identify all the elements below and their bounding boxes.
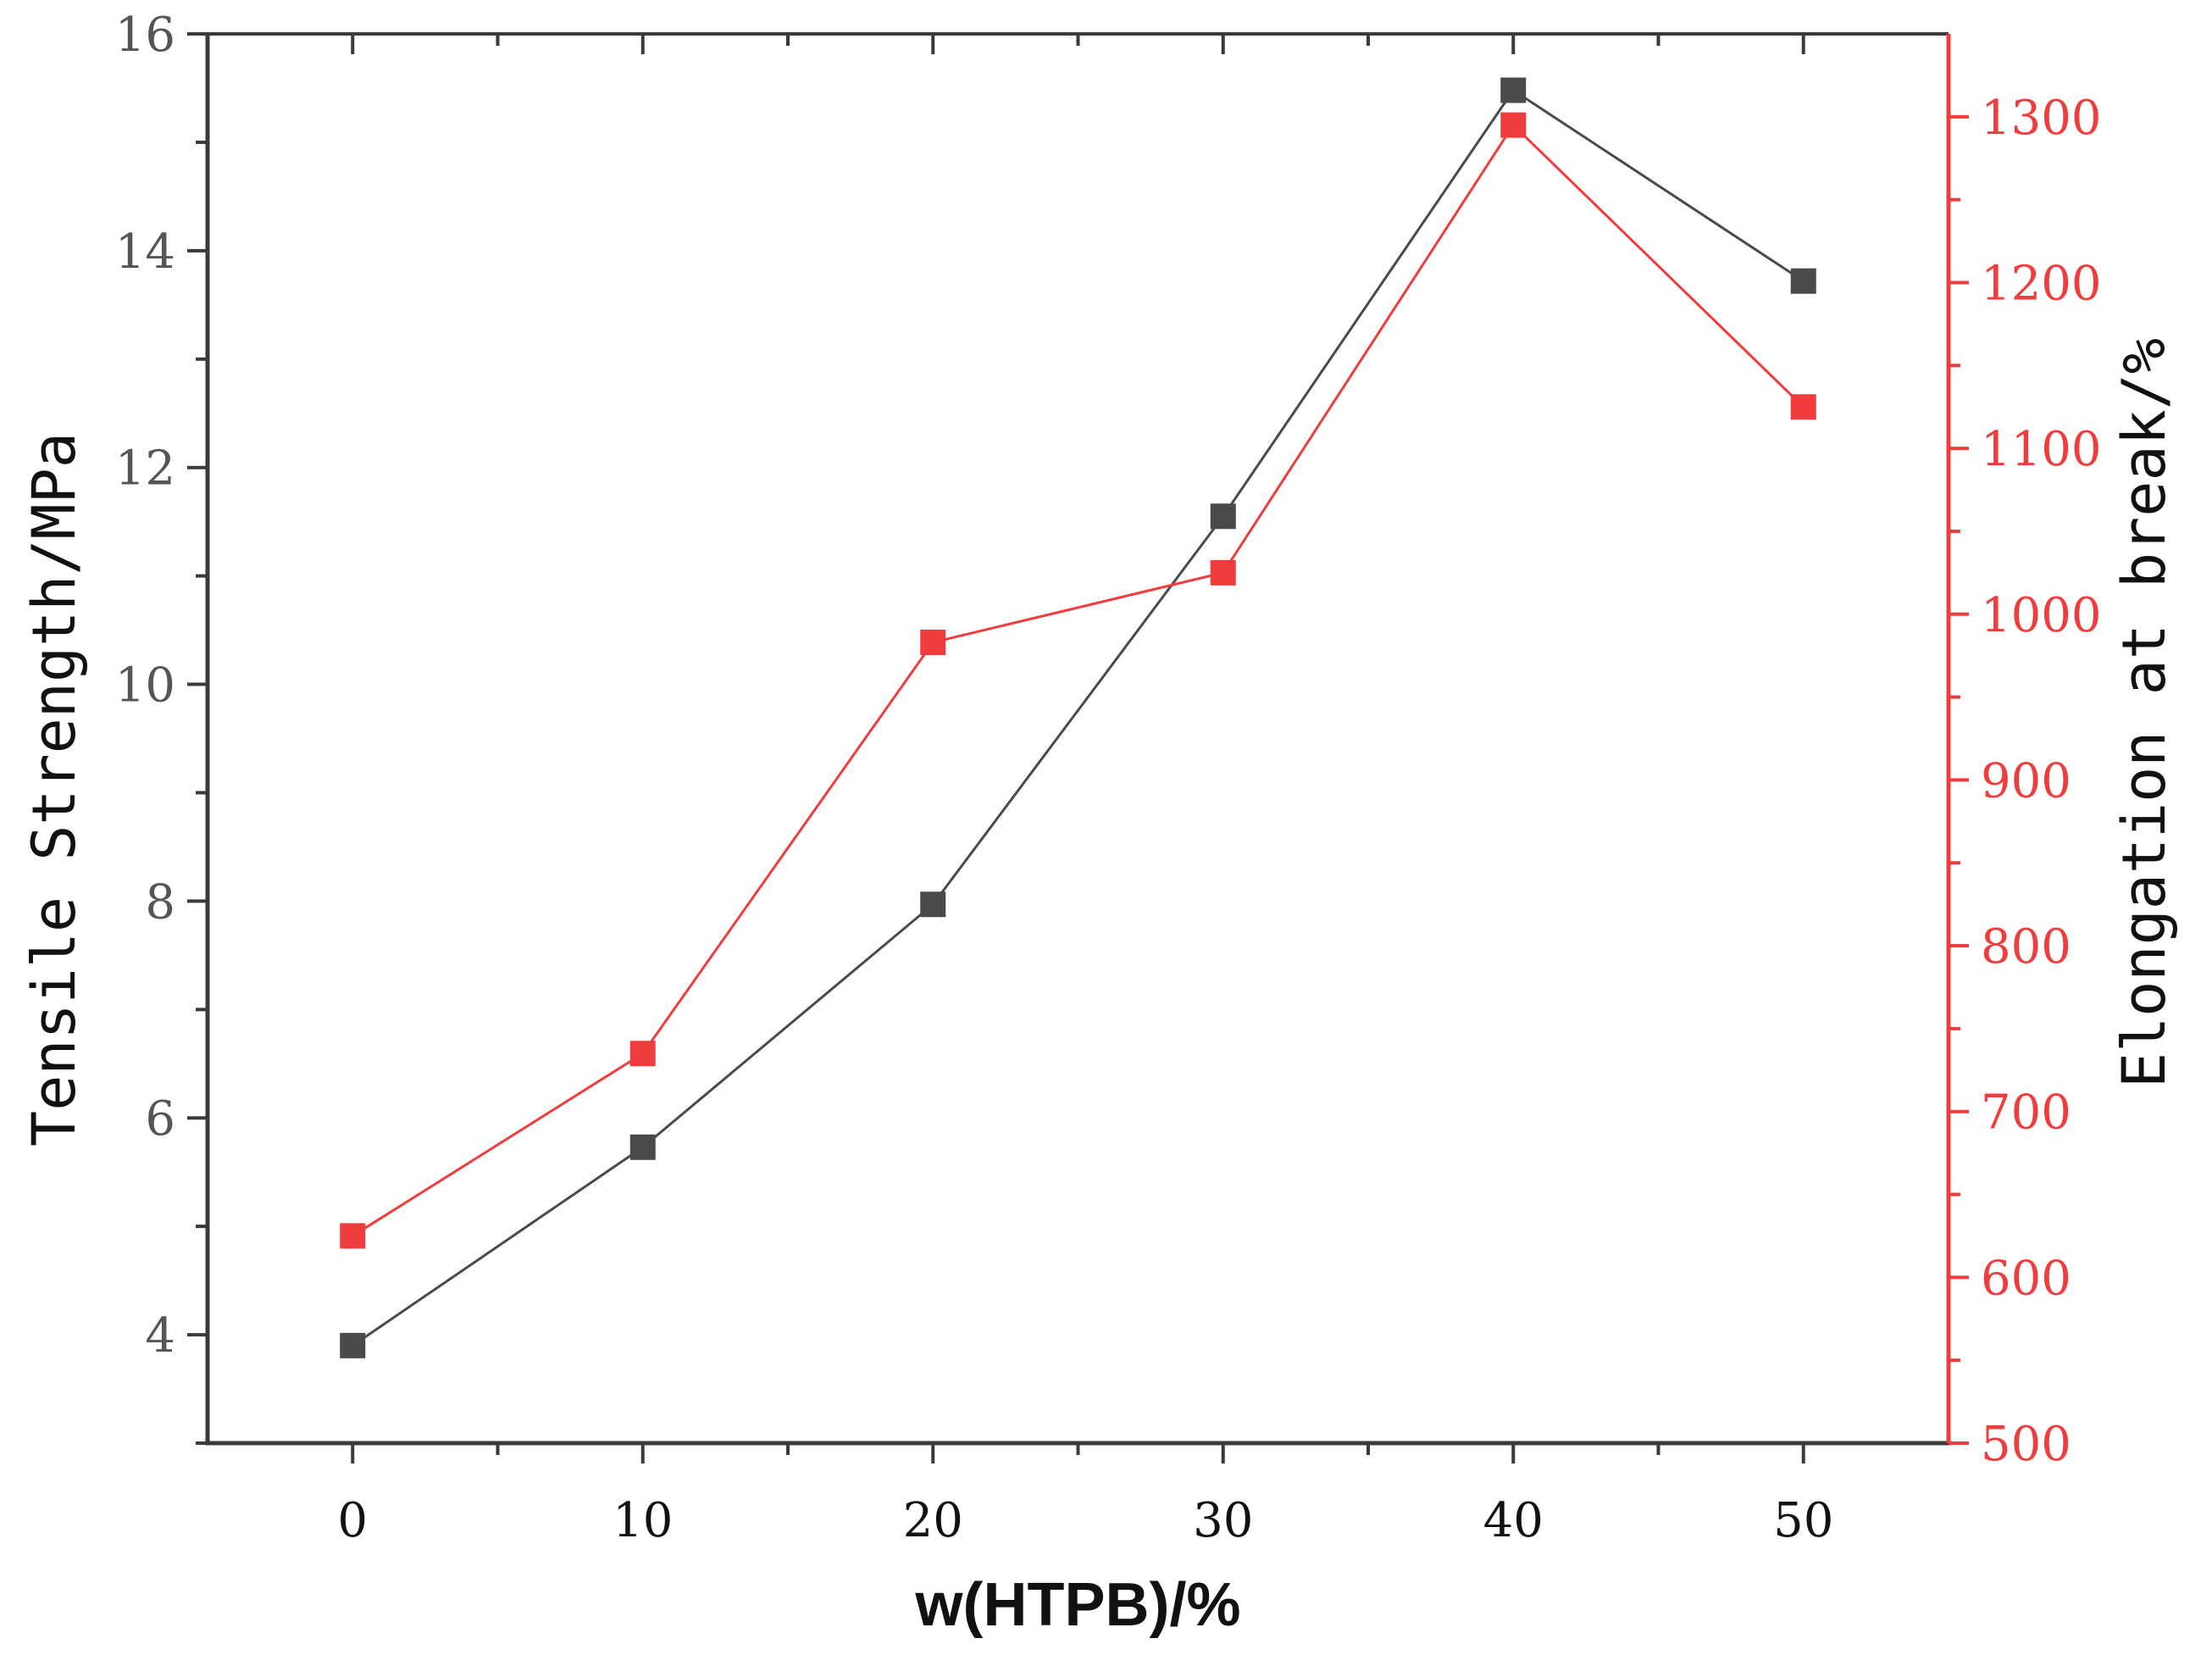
x-tick-label: 20	[903, 1493, 963, 1548]
y-left-tick-label: 4	[145, 1308, 175, 1363]
tensile-strength-line	[352, 88, 1805, 1347]
elongation-at-break-point	[629, 1041, 656, 1067]
elongation-at-break-point	[920, 630, 946, 656]
series-layer	[340, 77, 1816, 1358]
y-left-tick-label: 8	[145, 875, 175, 930]
elongation-at-break-point	[1210, 559, 1236, 586]
y-right-tick-label: 1100	[1981, 422, 2102, 477]
x-tick-label: 50	[1773, 1493, 1833, 1548]
y-right-tick-label: 800	[1981, 919, 2071, 975]
y-right-axis-title: Elongation at break/%	[2109, 338, 2179, 1088]
y-right-tick-label: 900	[1981, 753, 2071, 808]
y-left-tick-label: 14	[115, 225, 175, 280]
tensile-strength-point	[1210, 503, 1236, 530]
y-left-tick-label: 10	[115, 658, 175, 714]
y-right-tick-label: 500	[1981, 1417, 2071, 1472]
elongation-at-break-line	[352, 123, 1805, 1237]
elongation-at-break-point	[1500, 112, 1527, 138]
y-right-tick-label: 1300	[1981, 91, 2102, 146]
axes-layer	[205, 32, 1951, 1446]
tensile-strength-point	[629, 1134, 656, 1160]
y-left-tick-label: 16	[115, 8, 175, 63]
elongation-at-break-point	[1790, 394, 1816, 420]
x-tick-label: 0	[337, 1493, 368, 1548]
tick-layer: 0 10 20 30 40 50 4 6 8 10 12 14 16 500 600 700 800 900 100…	[115, 8, 2102, 1548]
elongation-at-break-point	[340, 1223, 366, 1249]
y-left-axis-title: Tensile Strength/MPa	[19, 432, 89, 1147]
y-right-tick-label: 1200	[1981, 256, 2102, 311]
tensile-strength-point	[1500, 77, 1527, 103]
y-right-tick-label: 1000	[1981, 588, 2102, 643]
x-tick-label: 30	[1193, 1493, 1253, 1548]
tensile-strength-point	[340, 1332, 366, 1358]
tensile-strength-point	[1790, 268, 1816, 294]
x-axis-title: w(HTPB)/%	[915, 1571, 1241, 1639]
label-layer: w(HTPB)/% Tensile Strength/MPa Elongatio…	[19, 338, 2179, 1639]
x-tick-label: 10	[613, 1493, 673, 1548]
x-tick-label: 40	[1483, 1493, 1544, 1548]
y-left-tick-label: 12	[115, 442, 175, 497]
y-left-tick-label: 6	[145, 1091, 175, 1147]
y-right-tick-label: 700	[1981, 1086, 2071, 1141]
tensile-strength-point	[920, 891, 946, 918]
y-right-tick-label: 600	[1981, 1251, 2071, 1306]
